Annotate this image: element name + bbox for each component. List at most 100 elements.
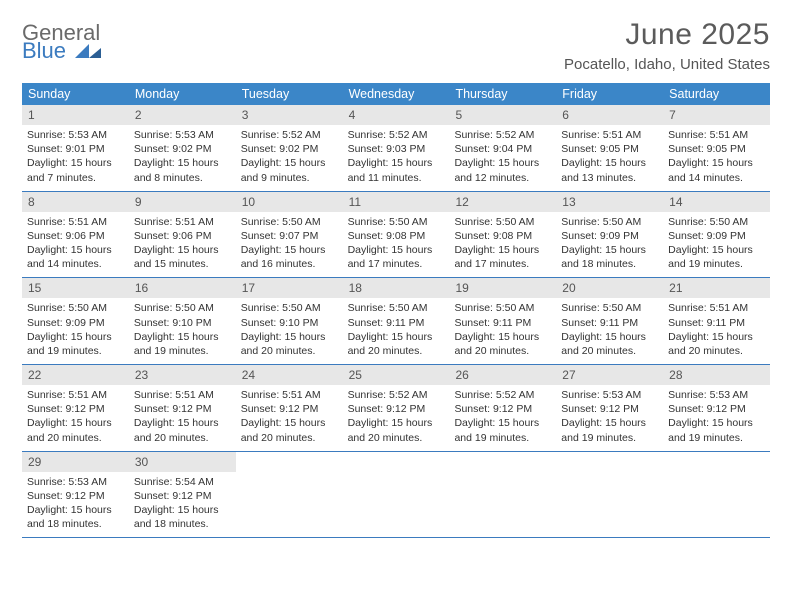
page-header: General Blue June 2025 Pocatello, Idaho,…: [22, 18, 770, 73]
sunset-line: Sunset: 9:06 PM: [134, 229, 231, 243]
sunrise-line: Sunrise: 5:51 AM: [27, 215, 124, 229]
sunset-line: Sunset: 9:11 PM: [348, 316, 445, 330]
day-cell: 5Sunrise: 5:52 AMSunset: 9:04 PMDaylight…: [449, 105, 556, 191]
daylight-line: Daylight: 15 hours and 15 minutes.: [134, 243, 231, 271]
daylight-line: Daylight: 15 hours and 19 minutes.: [454, 416, 551, 444]
day-number: 12: [449, 192, 556, 212]
sunrise-line: Sunrise: 5:51 AM: [668, 301, 765, 315]
day-body: Sunrise: 5:51 AMSunset: 9:06 PMDaylight:…: [22, 212, 129, 278]
day-body: Sunrise: 5:51 AMSunset: 9:12 PMDaylight:…: [236, 385, 343, 451]
day-cell: 6Sunrise: 5:51 AMSunset: 9:05 PMDaylight…: [556, 105, 663, 191]
sunrise-line: Sunrise: 5:52 AM: [454, 388, 551, 402]
day-number: 3: [236, 105, 343, 125]
day-number: 2: [129, 105, 236, 125]
day-number: 30: [129, 452, 236, 472]
sunset-line: Sunset: 9:01 PM: [27, 142, 124, 156]
sunset-line: Sunset: 9:12 PM: [561, 402, 658, 416]
weekday-header: Monday: [129, 83, 236, 105]
day-number: 18: [343, 278, 450, 298]
day-cell: 1Sunrise: 5:53 AMSunset: 9:01 PMDaylight…: [22, 105, 129, 191]
sunrise-line: Sunrise: 5:51 AM: [134, 215, 231, 229]
sunset-line: Sunset: 9:05 PM: [561, 142, 658, 156]
daylight-line: Daylight: 15 hours and 20 minutes.: [27, 416, 124, 444]
day-body: Sunrise: 5:50 AMSunset: 9:11 PMDaylight:…: [449, 298, 556, 364]
day-number: 17: [236, 278, 343, 298]
day-cell: 26Sunrise: 5:52 AMSunset: 9:12 PMDayligh…: [449, 365, 556, 451]
day-number: 5: [449, 105, 556, 125]
day-number: 25: [343, 365, 450, 385]
day-number: 23: [129, 365, 236, 385]
sunrise-line: Sunrise: 5:53 AM: [561, 388, 658, 402]
day-cell: 22Sunrise: 5:51 AMSunset: 9:12 PMDayligh…: [22, 365, 129, 451]
day-body: Sunrise: 5:53 AMSunset: 9:02 PMDaylight:…: [129, 125, 236, 191]
sunrise-line: Sunrise: 5:51 AM: [668, 128, 765, 142]
day-body: Sunrise: 5:52 AMSunset: 9:12 PMDaylight:…: [343, 385, 450, 451]
sunrise-line: Sunrise: 5:50 AM: [348, 301, 445, 315]
day-body: Sunrise: 5:50 AMSunset: 9:08 PMDaylight:…: [343, 212, 450, 278]
day-number: 15: [22, 278, 129, 298]
daylight-line: Daylight: 15 hours and 13 minutes.: [561, 156, 658, 184]
daylight-line: Daylight: 15 hours and 20 minutes.: [668, 330, 765, 358]
day-body: Sunrise: 5:53 AMSunset: 9:12 PMDaylight:…: [22, 472, 129, 538]
sunset-line: Sunset: 9:12 PM: [27, 489, 124, 503]
logo-line2: Blue: [22, 38, 66, 63]
daylight-line: Daylight: 15 hours and 20 minutes.: [241, 330, 338, 358]
day-number: 22: [22, 365, 129, 385]
day-number: 24: [236, 365, 343, 385]
day-number: 27: [556, 365, 663, 385]
sunrise-line: Sunrise: 5:50 AM: [454, 301, 551, 315]
sunset-line: Sunset: 9:12 PM: [668, 402, 765, 416]
day-cell: 10Sunrise: 5:50 AMSunset: 9:07 PMDayligh…: [236, 192, 343, 278]
weekday-header: Saturday: [663, 83, 770, 105]
daylight-line: Daylight: 15 hours and 18 minutes.: [561, 243, 658, 271]
day-body: [449, 458, 556, 467]
logo-mark-icon: [75, 40, 101, 62]
week-row: 22Sunrise: 5:51 AMSunset: 9:12 PMDayligh…: [22, 365, 770, 452]
day-number: 10: [236, 192, 343, 212]
sunrise-line: Sunrise: 5:52 AM: [454, 128, 551, 142]
sunrise-line: Sunrise: 5:51 AM: [241, 388, 338, 402]
daylight-line: Daylight: 15 hours and 9 minutes.: [241, 156, 338, 184]
daylight-line: Daylight: 15 hours and 12 minutes.: [454, 156, 551, 184]
day-cell: 17Sunrise: 5:50 AMSunset: 9:10 PMDayligh…: [236, 278, 343, 364]
daylight-line: Daylight: 15 hours and 8 minutes.: [134, 156, 231, 184]
sunset-line: Sunset: 9:09 PM: [668, 229, 765, 243]
daylight-line: Daylight: 15 hours and 17 minutes.: [348, 243, 445, 271]
day-body: Sunrise: 5:52 AMSunset: 9:12 PMDaylight:…: [449, 385, 556, 451]
day-number: 6: [556, 105, 663, 125]
day-number: 14: [663, 192, 770, 212]
day-cell: 20Sunrise: 5:50 AMSunset: 9:11 PMDayligh…: [556, 278, 663, 364]
day-cell: 3Sunrise: 5:52 AMSunset: 9:02 PMDaylight…: [236, 105, 343, 191]
day-body: Sunrise: 5:50 AMSunset: 9:09 PMDaylight:…: [663, 212, 770, 278]
day-body: Sunrise: 5:52 AMSunset: 9:02 PMDaylight:…: [236, 125, 343, 191]
title-block: June 2025 Pocatello, Idaho, United State…: [564, 18, 770, 73]
day-body: Sunrise: 5:53 AMSunset: 9:12 PMDaylight:…: [556, 385, 663, 451]
weekday-header-row: SundayMondayTuesdayWednesdayThursdayFrid…: [22, 83, 770, 105]
day-cell: 8Sunrise: 5:51 AMSunset: 9:06 PMDaylight…: [22, 192, 129, 278]
day-body: Sunrise: 5:52 AMSunset: 9:03 PMDaylight:…: [343, 125, 450, 191]
day-cell: 11Sunrise: 5:50 AMSunset: 9:08 PMDayligh…: [343, 192, 450, 278]
day-cell: 21Sunrise: 5:51 AMSunset: 9:11 PMDayligh…: [663, 278, 770, 364]
daylight-line: Daylight: 15 hours and 11 minutes.: [348, 156, 445, 184]
day-number: 20: [556, 278, 663, 298]
sunrise-line: Sunrise: 5:53 AM: [27, 128, 124, 142]
day-cell: 19Sunrise: 5:50 AMSunset: 9:11 PMDayligh…: [449, 278, 556, 364]
daylight-line: Daylight: 15 hours and 16 minutes.: [241, 243, 338, 271]
day-body: Sunrise: 5:51 AMSunset: 9:12 PMDaylight:…: [129, 385, 236, 451]
sunrise-line: Sunrise: 5:50 AM: [241, 215, 338, 229]
day-cell: 9Sunrise: 5:51 AMSunset: 9:06 PMDaylight…: [129, 192, 236, 278]
day-body: Sunrise: 5:51 AMSunset: 9:11 PMDaylight:…: [663, 298, 770, 364]
daylight-line: Daylight: 15 hours and 17 minutes.: [454, 243, 551, 271]
day-cell: 27Sunrise: 5:53 AMSunset: 9:12 PMDayligh…: [556, 365, 663, 451]
sunrise-line: Sunrise: 5:50 AM: [561, 301, 658, 315]
daylight-line: Daylight: 15 hours and 20 minutes.: [134, 416, 231, 444]
daylight-line: Daylight: 15 hours and 19 minutes.: [27, 330, 124, 358]
sunrise-line: Sunrise: 5:53 AM: [668, 388, 765, 402]
daylight-line: Daylight: 15 hours and 18 minutes.: [27, 503, 124, 531]
sunset-line: Sunset: 9:02 PM: [241, 142, 338, 156]
sunset-line: Sunset: 9:09 PM: [27, 316, 124, 330]
day-cell: 29Sunrise: 5:53 AMSunset: 9:12 PMDayligh…: [22, 452, 129, 538]
sunset-line: Sunset: 9:12 PM: [27, 402, 124, 416]
day-cell: 15Sunrise: 5:50 AMSunset: 9:09 PMDayligh…: [22, 278, 129, 364]
sunset-line: Sunset: 9:09 PM: [561, 229, 658, 243]
